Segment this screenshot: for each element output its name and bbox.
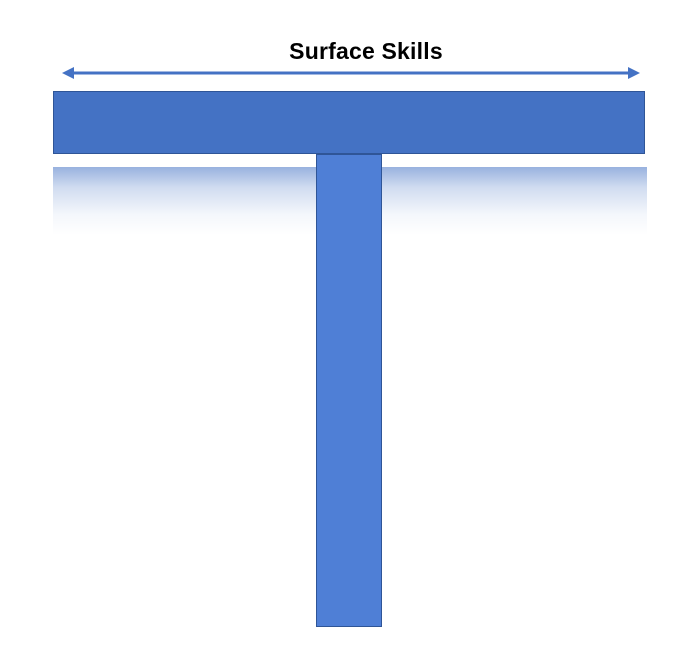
t-crossbar bbox=[53, 91, 645, 154]
diagram-title: Surface Skills bbox=[289, 38, 443, 64]
t-stem bbox=[316, 154, 382, 627]
double-headed-arrow bbox=[62, 67, 640, 79]
